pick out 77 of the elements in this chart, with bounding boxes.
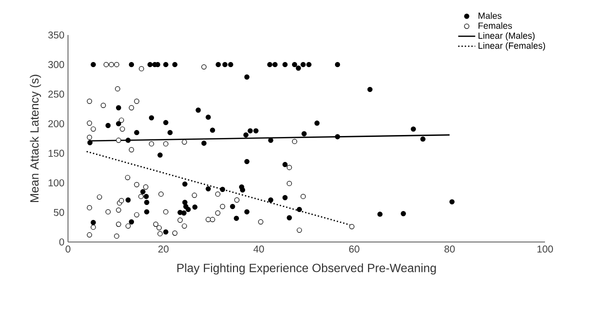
- point: [108, 62, 114, 68]
- point: [156, 225, 162, 230]
- legend-label: Linear (Males): [478, 32, 535, 41]
- y-tick-label: 100: [48, 179, 64, 186]
- legend-label: Females: [478, 22, 512, 29]
- point: [125, 174, 130, 180]
- point: [258, 219, 264, 224]
- point: [157, 231, 163, 236]
- point: [153, 222, 158, 227]
- point: [86, 205, 92, 210]
- y-tick-label: 0: [59, 238, 64, 246]
- point: [104, 62, 109, 68]
- point: [192, 192, 197, 198]
- point: [210, 216, 216, 222]
- point: [292, 138, 298, 144]
- point: [220, 204, 226, 210]
- point: [234, 197, 240, 203]
- point: [118, 198, 124, 204]
- point: [96, 194, 102, 200]
- point: [172, 230, 178, 236]
- point: [86, 98, 92, 104]
- point: [138, 194, 144, 200]
- point: [134, 182, 140, 188]
- x-tick-label: 100: [537, 246, 553, 253]
- x-tick-label: 20: [158, 246, 169, 253]
- y-tick-label: 200: [48, 120, 64, 128]
- y-tick-label: 350: [48, 31, 64, 39]
- legend-label: Males: [478, 12, 502, 19]
- y-tick-label: 150: [48, 150, 64, 157]
- point: [286, 180, 292, 186]
- point: [163, 209, 168, 214]
- point: [86, 120, 92, 126]
- point: [143, 184, 148, 190]
- point: [120, 126, 125, 132]
- point: [128, 105, 134, 110]
- point: [105, 209, 111, 214]
- point: [128, 147, 134, 152]
- point: [349, 224, 354, 230]
- point: [116, 138, 122, 143]
- x-tick-label: 0: [66, 246, 70, 253]
- x-tick-label: 60: [349, 246, 360, 253]
- y-tick-label: 50: [54, 208, 64, 216]
- point: [114, 62, 120, 68]
- point: [215, 192, 220, 197]
- point: [134, 212, 140, 218]
- point: [300, 194, 306, 200]
- x-axis-title: Play Fighting Experience Observed Pre-Weaning: [177, 263, 436, 275]
- point: [90, 126, 96, 132]
- y-tick-label: 250: [48, 90, 64, 98]
- point: [126, 223, 131, 229]
- point: [201, 64, 207, 70]
- y-tick-label: 300: [48, 61, 64, 68]
- point: [158, 192, 164, 197]
- legend-label: Linear (Females): [478, 42, 546, 51]
- x-tick-label: 40: [253, 246, 264, 253]
- point: [118, 118, 124, 123]
- point: [86, 232, 92, 238]
- point: [86, 134, 92, 140]
- point: [115, 86, 120, 92]
- point: [182, 139, 187, 145]
- point: [286, 164, 292, 170]
- point: [114, 233, 120, 239]
- point: [134, 98, 140, 104]
- point: [90, 224, 96, 230]
- point: [163, 141, 168, 146]
- point: [182, 223, 187, 229]
- point: [215, 210, 220, 216]
- point: [116, 207, 122, 213]
- point: [148, 141, 154, 146]
- y-axis-title: Mean Attack Latency (s): [30, 74, 42, 202]
- point: [116, 222, 122, 227]
- point: [178, 218, 183, 223]
- point: [100, 102, 106, 108]
- point: [296, 228, 302, 233]
- point: [206, 216, 211, 222]
- point: [138, 66, 144, 72]
- x-tick-label: 80: [444, 246, 455, 253]
